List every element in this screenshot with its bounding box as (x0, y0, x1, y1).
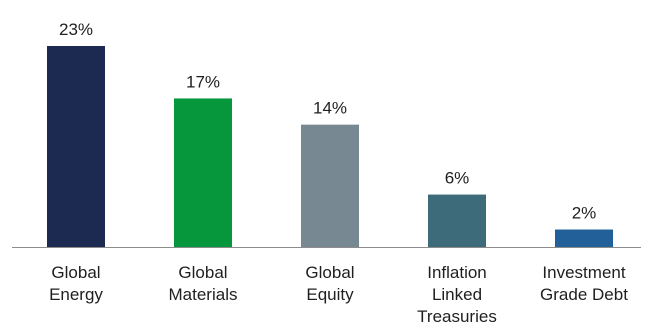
category-label-inflation-linked-treasuries: Inflation Linked Treasuries (417, 263, 497, 326)
data-label-investment-grade-debt: 2% (572, 204, 597, 223)
bar-global-materials (174, 98, 232, 247)
data-label-inflation-linked-treasuries: 6% (445, 169, 470, 188)
data-label-global-energy: 23% (59, 20, 93, 39)
category-label-global-materials: Global Materials (169, 263, 238, 304)
data-label-global-materials: 17% (186, 72, 220, 91)
category-labels-group: Global Energy Global Materials Global Equity I… (49, 263, 628, 326)
bar-global-equity (301, 124, 359, 247)
data-label-global-equity: 14% (313, 99, 347, 118)
category-label-global-energy: Global Energy (49, 263, 103, 304)
category-label-line: Grade Debt (540, 285, 628, 304)
category-label-line: Investment (542, 263, 625, 282)
bars-group (47, 46, 613, 247)
category-label-investment-grade-debt: Investment Grade Debt (540, 263, 628, 304)
bar-global-energy (47, 46, 105, 247)
category-label-global-equity: Global Equity (305, 263, 354, 304)
category-label-line: Global (178, 263, 227, 282)
category-label-line: Energy (49, 285, 103, 304)
category-label-line: Treasuries (417, 307, 497, 326)
bar-inflation-linked-treasuries (428, 194, 486, 247)
category-label-line: Materials (169, 285, 238, 304)
category-label-line: Global (51, 263, 100, 282)
bar-investment-grade-debt (555, 229, 613, 247)
category-label-line: Linked (432, 285, 482, 304)
category-label-line: Equity (306, 285, 354, 304)
category-label-line: Inflation (427, 263, 487, 282)
data-labels-group: 23% 17% 14% 6% 2% (59, 20, 596, 223)
category-label-line: Global (305, 263, 354, 282)
